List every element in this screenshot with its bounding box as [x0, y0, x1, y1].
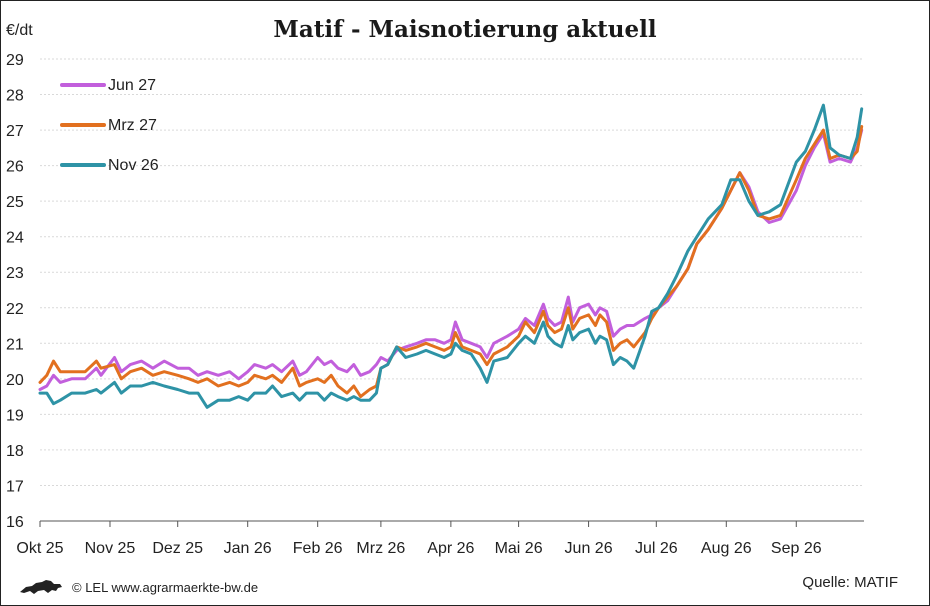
- y-tick-label: 24: [6, 230, 24, 247]
- legend: Jun 27 Mrz 27 Nov 26: [60, 77, 159, 174]
- x-tick-label: Apr 26: [427, 540, 474, 557]
- axes: 16 17 18 19 20 21 22 23 24 25 26 27 28 29 Okt 25 Nov 25…: [6, 52, 864, 557]
- y-tick-label: 29: [6, 52, 24, 69]
- y-tick-label: 19: [6, 407, 24, 424]
- series-line-nov-26: [38, 103, 864, 409]
- y-tick-label: 25: [6, 194, 24, 211]
- legend-label-mrz-27: Mrz 27: [108, 117, 157, 134]
- x-tick-label: Mrz 26: [356, 540, 405, 557]
- footer-credit: © LEL www.agrarmaerkte-bw.de: [18, 578, 258, 596]
- x-tick-label: Jan 26: [224, 540, 272, 557]
- x-tick-label: Nov 25: [85, 540, 136, 557]
- y-tick-label: 16: [6, 514, 24, 531]
- y-tick-label: 18: [6, 443, 24, 460]
- y-tick-label: 20: [6, 372, 24, 389]
- gridlines: [40, 58, 864, 486]
- y-tick-label: 22: [6, 301, 24, 318]
- x-tick-label: Feb 26: [293, 540, 343, 557]
- series-lines: [38, 103, 864, 409]
- y-tick-label: 27: [6, 123, 24, 140]
- x-tick-label: Aug 26: [701, 540, 752, 557]
- source-label: Quelle: MATIF: [802, 574, 898, 591]
- lion-logo-icon: [20, 580, 62, 594]
- y-tick-label: 28: [6, 88, 24, 105]
- x-tick-label: Jul 26: [635, 540, 678, 557]
- x-tick-label: Mai 26: [495, 540, 543, 557]
- legend-label-jun-27: Jun 27: [108, 77, 156, 94]
- credit-text: © LEL www.agrarmaerkte-bw.de: [72, 579, 259, 595]
- y-tick-label: 26: [6, 159, 24, 176]
- x-tick-label: Okt 25: [16, 540, 63, 557]
- y-tick-label: 21: [6, 336, 24, 353]
- y-tick-label: 17: [6, 478, 24, 495]
- legend-label-nov-26: Nov 26: [108, 157, 159, 174]
- y-axis-unit-label: €/dt: [6, 22, 33, 39]
- chart-title: Matif - Maisnotierung aktuell: [273, 16, 657, 43]
- x-tick-label: Jun 26: [565, 540, 613, 557]
- series-line-mrz-27: [38, 125, 864, 399]
- x-tick-label: Dez 25: [152, 540, 203, 557]
- y-tick-label: 23: [6, 265, 24, 282]
- x-tick-label: Sep 26: [771, 540, 822, 557]
